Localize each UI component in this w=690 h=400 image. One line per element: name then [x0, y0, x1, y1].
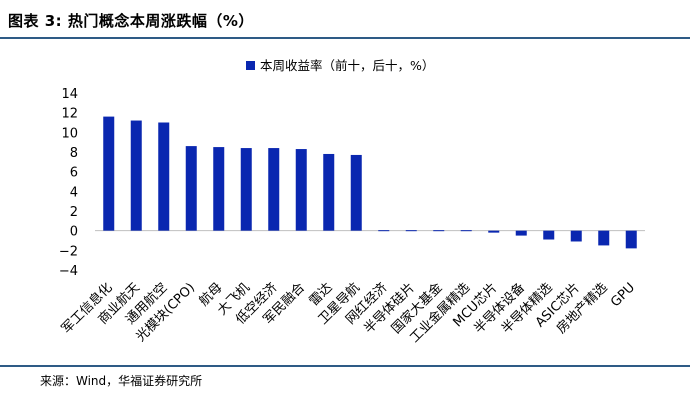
- bar: [598, 230, 610, 246]
- bar-series: [103, 116, 637, 249]
- chart-legend: 本周收益率（前十，后十，%）: [246, 58, 434, 73]
- bar: [378, 230, 390, 232]
- bar: [405, 230, 417, 232]
- bar: [625, 230, 637, 249]
- bottom-rule: [0, 365, 690, 367]
- bar: [433, 230, 445, 232]
- bar: [543, 230, 555, 240]
- source-note: 来源：Wind，华福证券研究所: [40, 374, 203, 388]
- y-tick-label: −2: [59, 244, 78, 259]
- legend-label: 本周收益率（前十，后十，%）: [260, 58, 434, 73]
- bar: [295, 149, 307, 231]
- figure-title: 图表 3: 热门概念本周涨跌幅（%）: [8, 12, 254, 30]
- bar: [130, 120, 142, 231]
- bar: [268, 148, 280, 231]
- y-tick-label: 12: [61, 107, 78, 122]
- bar-chart: 本周收益率（前十，后十，%） −4 −2 0 2 4 6 8 10 12 14 军工信息化商业航天…: [58, 58, 645, 346]
- top-rule: [0, 37, 690, 39]
- bar: [350, 154, 362, 231]
- bar: [515, 230, 527, 236]
- y-tick-label: 6: [70, 166, 78, 181]
- bar: [213, 147, 225, 231]
- bar: [185, 146, 197, 231]
- x-axis: 军工信息化商业航天通用航空光模块(CPO)航母大飞机低空经济军民融合雷达卫星导航…: [58, 280, 638, 346]
- y-tick-label: 0: [70, 225, 78, 240]
- bar: [460, 230, 472, 232]
- bar: [488, 230, 500, 233]
- legend-swatch: [246, 61, 255, 70]
- y-tick-label: 8: [70, 146, 78, 161]
- x-tick-label: GPU: [608, 280, 638, 310]
- bar: [323, 153, 335, 231]
- y-tick-label: 10: [61, 126, 78, 141]
- y-axis: −4 −2 0 2 4 6 8 10 12 14: [59, 87, 78, 279]
- bar: [240, 148, 252, 231]
- bar: [103, 116, 115, 231]
- y-tick-label: −4: [59, 264, 78, 279]
- y-tick-label: 14: [61, 87, 78, 102]
- y-tick-label: 2: [70, 205, 78, 220]
- bar: [158, 122, 170, 231]
- bar: [570, 230, 582, 242]
- y-tick-label: 4: [70, 185, 78, 200]
